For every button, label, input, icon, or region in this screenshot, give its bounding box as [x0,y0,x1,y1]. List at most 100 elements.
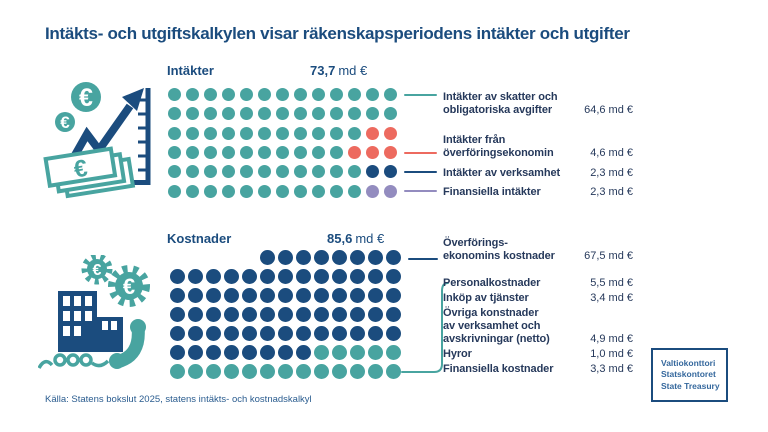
dot-row [168,145,402,159]
dot-teal [168,165,181,179]
dot-navy [296,288,311,303]
dot-row [170,364,404,379]
dot-teal [330,88,343,101]
costs-item-label: Hyror [443,348,472,361]
building-icon [58,291,123,352]
dot-teal [204,145,217,159]
dot-teal [276,126,289,140]
dot-teal [386,364,401,379]
dot-teal [222,88,235,101]
dot-teal [276,88,289,101]
dot-navy [350,307,365,322]
dot-row [170,307,404,322]
dot-navy [314,269,329,284]
dot-navy [242,326,257,341]
dot-navy [314,326,329,341]
euro-coin-icon: € € [55,82,101,132]
label-line: Intäkter från [443,134,506,146]
dot-navy [332,250,347,265]
dot-teal [222,165,235,179]
dot-navy [386,269,401,284]
dot-row [170,345,404,360]
dot-teal [204,88,217,101]
dot-navy [278,269,293,284]
dot-teal [294,184,307,198]
dot-navy [332,288,347,303]
dot-coral [384,145,397,159]
dot-coral [366,145,379,159]
dot-navy [206,307,221,322]
dot-navy [296,307,311,322]
label-line: Överförings- [443,237,508,249]
dot-row [168,107,402,121]
dot-navy [242,345,257,360]
dot-navy [260,345,275,360]
costs-item-label: Överförings- ekonomins kostnader [443,237,555,263]
axis-ticks [138,98,146,172]
dot-teal [348,107,361,121]
dot-teal [348,88,361,101]
dot-teal [312,88,325,101]
dot-navy [350,269,365,284]
dot-navy [224,345,239,360]
svg-text:€: € [72,155,89,184]
phone-handset-icon [109,319,146,369]
dot-teal [314,345,329,360]
dot-purple [384,184,397,198]
costs-total: 85,6 md € [327,231,384,246]
dot-navy [314,307,329,322]
label-line: Finansiella kostnader [443,363,554,375]
dot-teal [332,364,347,379]
dot-navy [368,288,383,303]
dot-teal [330,165,343,179]
income-item-label: Intäkter av skatter och obligatoriska av… [443,91,558,117]
dot-navy [386,250,401,265]
income-total-value: 73,7 [310,63,336,78]
dot-teal [384,107,397,121]
dot-navy [296,250,311,265]
dot-teal [222,126,235,140]
connector-line-transfer-income [404,152,437,154]
logo-line: State Treasury [661,380,720,391]
logo-line: Valtiokonttori [661,357,716,368]
dot-navy [278,250,293,265]
income-total-unit: md € [338,63,368,78]
dot-teal [312,126,325,140]
dot-teal [240,88,253,101]
dot-navy [314,288,329,303]
dot-navy [296,326,311,341]
dot-teal [312,184,325,198]
dot-navy [170,345,185,360]
dot-teal [206,364,221,379]
label-line: Inköp av tjänster [443,292,529,304]
dot-navy [224,269,239,284]
income-item-value: 64,6 md € [584,104,633,116]
dot-teal [168,126,181,140]
connector-line-operations-income [404,171,437,173]
dot-navy [242,288,257,303]
dot-teal [260,364,275,379]
dot-navy [242,269,257,284]
costs-bracket [401,282,449,373]
dot-navy [242,307,257,322]
dot-navy [260,288,275,303]
dot-teal [240,165,253,179]
dot-navy [260,269,275,284]
dot-teal [186,107,199,121]
income-section-header: Intäkter [167,63,214,78]
dot-teal [296,364,311,379]
dot-navy [170,307,185,322]
dot-teal [222,184,235,198]
dot-teal [258,107,271,121]
costs-item-label: Inköp av tjänster [443,292,529,305]
dot-navy [332,326,347,341]
dot-navy [170,269,185,284]
dot-navy [386,288,401,303]
dot-teal [168,88,181,101]
dot-navy [206,345,221,360]
dot-teal [188,364,203,379]
dot-row [170,269,404,284]
income-growth-icon: € € € [43,82,151,199]
dot-teal [348,165,361,179]
